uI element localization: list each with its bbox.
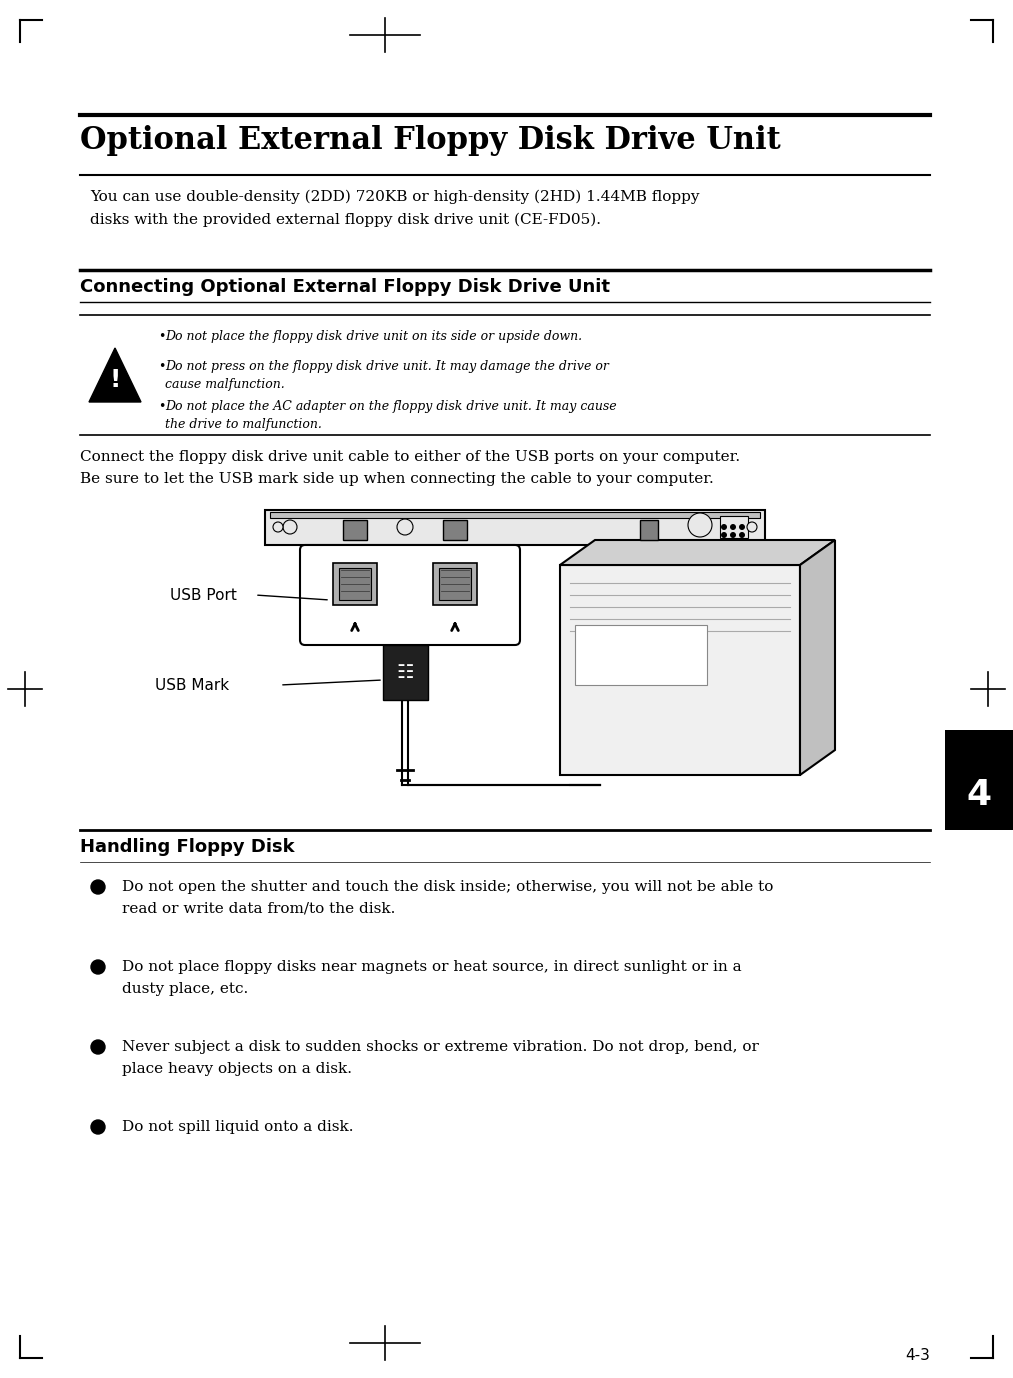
- Bar: [575, 626, 707, 685]
- Bar: [439, 568, 471, 599]
- Text: Do not press on the floppy disk drive unit. It may damage the drive or
cause mal: Do not press on the floppy disk drive un…: [165, 360, 609, 391]
- Polygon shape: [89, 349, 141, 402]
- Text: Do not spill liquid onto a disk.: Do not spill liquid onto a disk.: [122, 1120, 354, 1134]
- Bar: [339, 568, 371, 599]
- Circle shape: [688, 513, 712, 537]
- Text: Optional External Floppy Disk Drive Unit: Optional External Floppy Disk Drive Unit: [80, 125, 781, 156]
- Text: Do not place the AC adapter on the floppy disk drive unit. It may cause
the driv: Do not place the AC adapter on the flopp…: [165, 400, 617, 431]
- Bar: [265, 510, 765, 546]
- Text: 4: 4: [966, 779, 992, 812]
- Circle shape: [739, 532, 745, 537]
- Text: You can use double-density (2DD) 720KB or high-density (2HD) 1.44MB floppy
disks: You can use double-density (2DD) 720KB o…: [90, 190, 700, 227]
- Text: Do not place floppy disks near magnets or heat source, in direct sunlight or in : Do not place floppy disks near magnets o…: [122, 960, 742, 996]
- Bar: [720, 515, 748, 537]
- Polygon shape: [560, 565, 800, 774]
- Bar: [383, 645, 428, 700]
- Circle shape: [91, 881, 105, 894]
- Text: USB Mark: USB Mark: [155, 678, 229, 693]
- Circle shape: [91, 960, 105, 974]
- Circle shape: [721, 524, 727, 531]
- Circle shape: [747, 522, 757, 532]
- Text: •: •: [158, 400, 165, 413]
- Text: USB Port: USB Port: [170, 587, 237, 602]
- Polygon shape: [560, 540, 835, 565]
- Text: Handling Floppy Disk: Handling Floppy Disk: [80, 838, 295, 856]
- Text: Do not open the shutter and touch the disk inside; otherwise, you will not be ab: Do not open the shutter and touch the di…: [122, 881, 773, 916]
- Circle shape: [91, 1040, 105, 1054]
- Circle shape: [397, 520, 413, 535]
- Text: Never subject a disk to sudden shocks or extreme vibration. Do not drop, bend, o: Never subject a disk to sudden shocks or…: [122, 1040, 759, 1076]
- Bar: [343, 520, 367, 540]
- Circle shape: [91, 1120, 105, 1134]
- Text: Connecting Optional External Floppy Disk Drive Unit: Connecting Optional External Floppy Disk…: [80, 278, 610, 296]
- Bar: [433, 564, 477, 605]
- Text: •: •: [158, 360, 165, 373]
- Text: Connect the floppy disk drive unit cable to either of the USB ports on your comp: Connect the floppy disk drive unit cable…: [80, 451, 741, 485]
- Text: Do not place the floppy disk drive unit on its side or upside down.: Do not place the floppy disk drive unit …: [165, 329, 582, 343]
- Circle shape: [283, 520, 297, 535]
- Text: •: •: [158, 329, 165, 343]
- Circle shape: [739, 524, 745, 531]
- Bar: [270, 513, 760, 518]
- FancyBboxPatch shape: [300, 546, 520, 645]
- Circle shape: [272, 522, 283, 532]
- Polygon shape: [800, 540, 835, 774]
- Circle shape: [730, 524, 736, 531]
- Bar: [333, 564, 377, 605]
- Circle shape: [721, 532, 727, 537]
- Text: 4-3: 4-3: [906, 1348, 930, 1363]
- Bar: [443, 520, 467, 540]
- Bar: [640, 520, 658, 540]
- Bar: [945, 730, 1013, 830]
- Text: !: !: [109, 368, 121, 391]
- Text: ☷: ☷: [396, 663, 413, 682]
- Circle shape: [730, 532, 736, 537]
